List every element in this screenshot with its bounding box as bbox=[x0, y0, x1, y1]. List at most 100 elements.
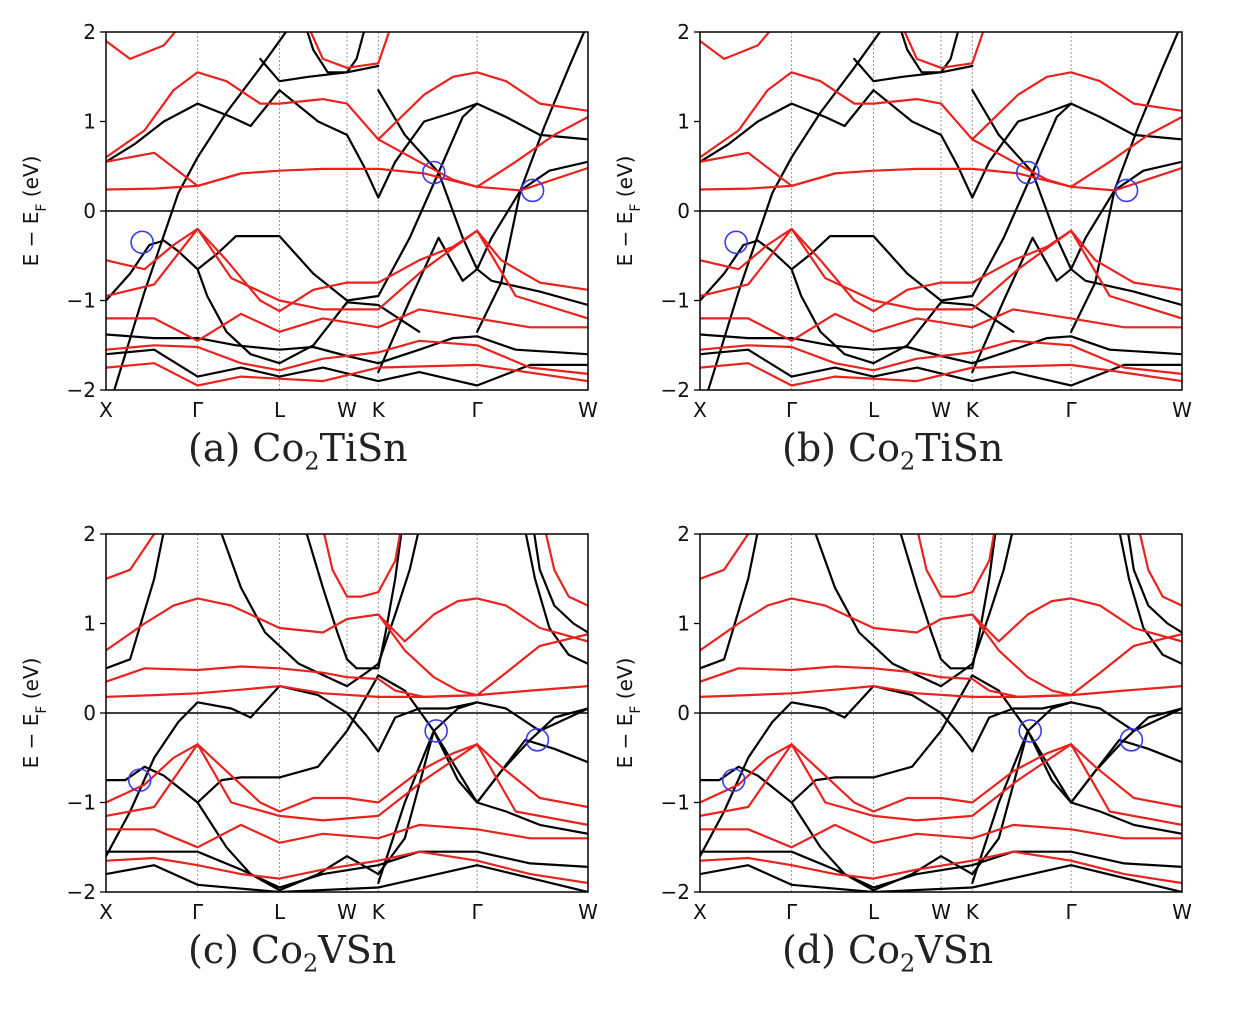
kpoint-label: L bbox=[868, 398, 880, 422]
minority-band bbox=[106, 227, 588, 320]
majority-band bbox=[106, 850, 588, 889]
minority-band bbox=[903, 32, 985, 69]
majority-band bbox=[106, 102, 479, 302]
kpoint-label: K bbox=[372, 900, 386, 924]
minority-band bbox=[106, 597, 588, 652]
bands-group bbox=[700, 32, 1182, 390]
crossing-marker bbox=[127, 768, 152, 792]
crossing-marker bbox=[1119, 728, 1144, 752]
kpoint-label: L bbox=[274, 398, 286, 422]
majority-band bbox=[700, 864, 1182, 892]
kpoint-label: X bbox=[99, 398, 113, 422]
minority-band bbox=[323, 534, 402, 598]
minority-band bbox=[700, 71, 1182, 159]
kpoint-label: Γ bbox=[192, 900, 204, 924]
kpoint-label: W bbox=[931, 398, 951, 422]
minority-band bbox=[700, 362, 1182, 387]
kpoint-label: W bbox=[578, 398, 598, 422]
caption-b: (b) Co2TiSn bbox=[782, 426, 1004, 476]
ytick-label: −2 bbox=[661, 880, 690, 904]
panel-a: 210−1−2X Γ L W K Γ WE − EF (eV) bbox=[19, 20, 598, 422]
majority-band bbox=[1118, 534, 1182, 665]
caption-a: (a) Co2TiSn bbox=[188, 426, 408, 476]
panel-c: 210−1−2X Γ L W K Γ WE − EF (eV) bbox=[19, 522, 598, 924]
minority-band bbox=[106, 32, 177, 60]
kpoint-label: X bbox=[99, 900, 113, 924]
crossing-marker bbox=[520, 178, 545, 203]
majority-band bbox=[196, 701, 479, 892]
majority-band bbox=[899, 534, 997, 670]
minority-band bbox=[971, 115, 1182, 188]
caption-c: (c) Co2VSn bbox=[188, 928, 397, 978]
ytick-label: 2 bbox=[83, 20, 96, 44]
crossing-marker bbox=[421, 160, 446, 185]
minority-band bbox=[917, 534, 996, 598]
crossing-marker bbox=[525, 728, 550, 752]
minority-band bbox=[106, 743, 588, 826]
ytick-label: 0 bbox=[677, 199, 690, 223]
minority-band bbox=[106, 362, 588, 387]
minority-band bbox=[700, 151, 837, 187]
majority-band bbox=[971, 236, 1182, 374]
majority-band bbox=[533, 534, 588, 634]
majority-band bbox=[700, 850, 1182, 889]
minority-band bbox=[700, 743, 1182, 826]
ytick-label: 1 bbox=[83, 110, 96, 134]
panel-d: 210−1−2X Γ L W K Γ WE − EF (eV) bbox=[613, 522, 1192, 924]
majority-band bbox=[700, 685, 1182, 858]
majority-band bbox=[1070, 32, 1180, 333]
ytick-label: −2 bbox=[67, 880, 96, 904]
kpoint-label: W bbox=[931, 900, 951, 924]
bands-group bbox=[106, 32, 588, 390]
ytick-label: −1 bbox=[661, 791, 690, 815]
kpoint-label: K bbox=[966, 900, 980, 924]
ytick-label: −1 bbox=[661, 289, 690, 313]
kpoint-label: Γ bbox=[1066, 900, 1078, 924]
crossing-marker bbox=[724, 230, 748, 255]
majority-band bbox=[106, 864, 588, 892]
majority-band bbox=[106, 89, 588, 199]
bands-group bbox=[700, 534, 1182, 892]
ytick-label: 0 bbox=[83, 199, 96, 223]
minority-band bbox=[700, 685, 1182, 698]
panel-b: 210−1−2X Γ L W K Γ WE − EF (eV) bbox=[613, 20, 1192, 422]
minority-band bbox=[106, 71, 588, 159]
y-axis-label: E − EF (eV) bbox=[613, 658, 644, 769]
crossing-marker bbox=[130, 230, 154, 255]
majority-band bbox=[700, 348, 1182, 387]
minority-band bbox=[106, 151, 243, 187]
majority-band bbox=[259, 57, 380, 83]
ytick-label: 1 bbox=[677, 612, 690, 636]
kpoint-label: K bbox=[372, 398, 386, 422]
ytick-label: 2 bbox=[677, 20, 690, 44]
minority-band bbox=[700, 166, 1182, 192]
crossing-marker bbox=[1114, 178, 1139, 203]
majority-band bbox=[700, 89, 1182, 199]
minority-band bbox=[106, 166, 588, 192]
majority-band bbox=[971, 89, 1182, 271]
majority-band bbox=[305, 534, 403, 670]
majority-band bbox=[524, 534, 588, 665]
caption-d: (d) Co2VSn bbox=[782, 928, 994, 978]
kpoint-label: W bbox=[337, 900, 357, 924]
kpoint-label: W bbox=[1172, 900, 1192, 924]
ytick-label: 2 bbox=[677, 522, 690, 546]
majority-band bbox=[1127, 534, 1182, 634]
minority-band bbox=[106, 339, 588, 375]
minority-band bbox=[700, 227, 1182, 320]
majority-band bbox=[106, 348, 588, 387]
majority-band bbox=[790, 701, 1073, 892]
minority-band bbox=[106, 743, 588, 813]
minority-band bbox=[309, 32, 391, 69]
minority-band bbox=[700, 308, 1182, 342]
majority-band bbox=[700, 534, 759, 670]
majority-band bbox=[476, 32, 586, 333]
kpoint-label: X bbox=[693, 900, 707, 924]
minority-band bbox=[700, 597, 1182, 652]
majority-band bbox=[306, 32, 366, 74]
y-axis-label: E − EF (eV) bbox=[19, 658, 50, 769]
crossing-marker bbox=[721, 768, 746, 792]
minority-band bbox=[106, 665, 479, 698]
majority-band bbox=[377, 89, 588, 271]
minority-band bbox=[700, 32, 771, 60]
